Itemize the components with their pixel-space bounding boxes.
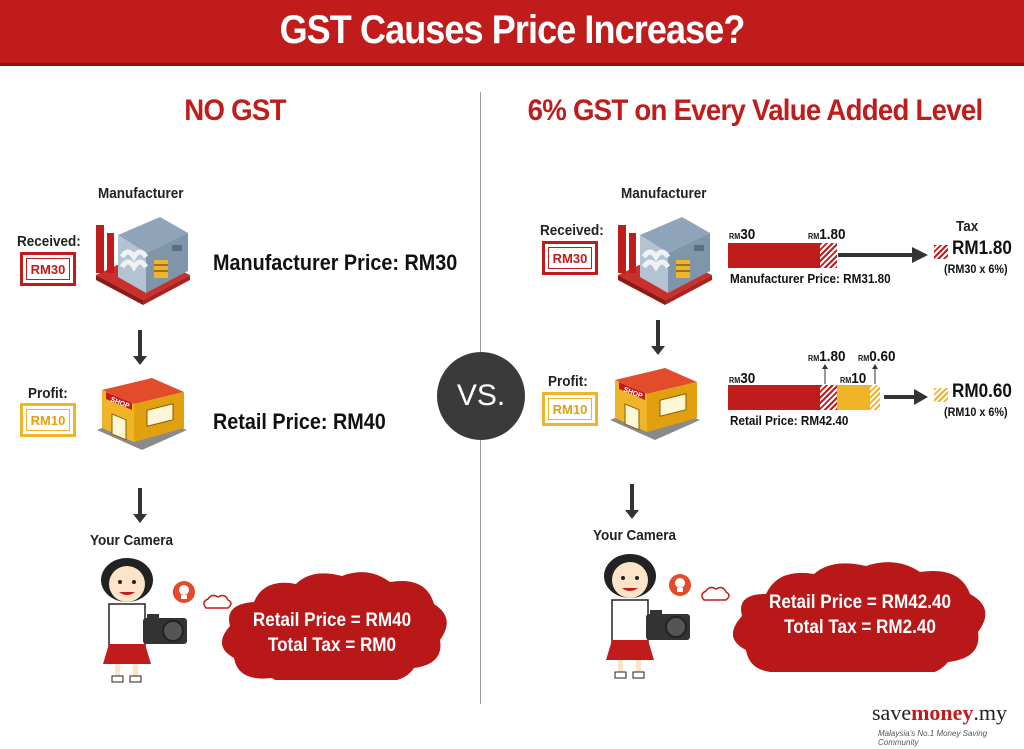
left-manufacturer-price: Manufacturer Price: RM30	[213, 250, 458, 275]
left-section-title: NO GST	[184, 94, 286, 127]
bar1-tax-result: RM1.80	[952, 238, 1012, 259]
bar1-tax-segment	[820, 243, 837, 268]
arrow-up-icon	[872, 364, 878, 384]
left-summary-line2: Total Tax = RM0	[267, 635, 397, 656]
left-received-tag: RM30	[20, 252, 76, 286]
factory-icon	[618, 217, 712, 305]
arrow-right-icon	[838, 247, 928, 263]
bar1-caption: Manufacturer Price: RM31.80	[730, 271, 891, 286]
right-received-value: RM30	[548, 247, 592, 269]
right-summary-line2: Total Tax = RM2.40	[784, 617, 936, 638]
factory-icon	[96, 217, 190, 305]
shop-icon: SHOP	[97, 378, 187, 450]
arrow-up-icon	[822, 364, 828, 384]
right-profit-value: RM10	[548, 398, 592, 420]
bar2-tax-result: RM0.60	[952, 381, 1012, 402]
right-camera-heading: Your Camera	[593, 527, 677, 544]
tax-heading: Tax	[956, 218, 979, 235]
bar1-tax-swatch	[934, 245, 948, 259]
bar2-tax1-label: RM1.80	[808, 348, 846, 365]
right-section-title: 6% GST on Every Value Added Level	[527, 94, 984, 127]
bar1-base-segment	[728, 243, 820, 268]
left-profit-tag: RM10	[20, 403, 76, 437]
left-summary-line1: Retail Price = RM40	[252, 610, 412, 631]
right-summary-line1: Retail Price = RM42.40	[768, 592, 952, 613]
left-manufacturer-heading: Manufacturer	[98, 185, 184, 202]
bar2-profit-segment	[837, 385, 870, 410]
bar1-tax-calc: (RM30 x 6%)	[944, 262, 1008, 276]
left-summary: Retail Price = RM40 Total Tax = RM0	[242, 608, 422, 658]
bar2-tax2-label: RM0.60	[858, 348, 896, 365]
lightbulb-icon	[173, 581, 195, 603]
bar2-tax-swatch	[934, 388, 948, 402]
lightbulb-icon	[669, 574, 691, 596]
left-retail-price: Retail Price: RM40	[213, 409, 386, 434]
right-profit-label: Profit:	[548, 373, 588, 390]
left-profit-label: Profit:	[28, 385, 68, 402]
person-with-camera-icon	[604, 554, 690, 679]
brand-tagline: Malaysia's No.1 Money Saving Community	[878, 729, 988, 747]
shop-icon: SHOP	[610, 368, 700, 440]
thought-cloud-icon	[203, 594, 232, 609]
bar2-profit-label: RM10	[840, 370, 867, 387]
right-summary: Retail Price = RM42.40 Total Tax = RM2.4…	[761, 590, 959, 640]
left-summary-cloud	[222, 572, 447, 680]
bar2-tax1-segment	[820, 385, 837, 410]
right-profit-tag: RM10	[542, 392, 598, 426]
brand-logo: savemoney.my	[872, 700, 1008, 725]
right-summary-cloud	[733, 562, 986, 672]
left-received-label: Received:	[17, 233, 81, 250]
bar1-base-label: RM30	[729, 226, 756, 243]
bar1-tax-label: RM1.80	[808, 226, 846, 243]
left-profit-value: RM10	[26, 409, 70, 431]
left-camera-heading: Your Camera	[90, 532, 174, 549]
page-title: GST Causes Price Increase?	[279, 8, 746, 52]
title-banner	[0, 0, 1024, 66]
bar2-base-label: RM30	[729, 370, 756, 387]
right-received-label: Received:	[540, 222, 604, 239]
bar2-caption: Retail Price: RM42.40	[730, 413, 849, 428]
left-received-value: RM30	[26, 258, 70, 280]
bar2-tax2-segment	[870, 385, 880, 410]
bar2-tax-calc: (RM10 x 6%)	[944, 405, 1008, 419]
bar2-base-segment	[728, 385, 820, 410]
vs-badge: VS.	[437, 352, 525, 440]
thought-cloud-icon	[701, 586, 730, 601]
arrow-right-icon	[884, 389, 928, 405]
right-received-tag: RM30	[542, 241, 598, 275]
right-manufacturer-heading: Manufacturer	[621, 185, 707, 202]
person-with-camera-icon	[101, 558, 193, 683]
